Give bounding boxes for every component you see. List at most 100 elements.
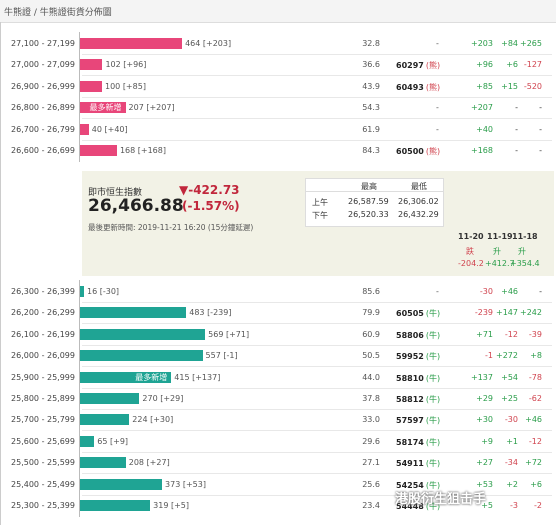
- axis-line: [79, 301, 80, 325]
- volume-bar[interactable]: [80, 500, 151, 511]
- volume-bar[interactable]: [80, 457, 126, 469]
- strike-range: 25,400 - 25,499: [11, 479, 75, 489]
- warrant-code[interactable]: 54448 (牛): [396, 501, 440, 512]
- daily-change: +137: [471, 372, 493, 382]
- bar-value: 483 [-239]: [189, 308, 232, 318]
- bar-value: 168 [+168]: [119, 146, 166, 155]
- breadcrumb: 牛熊證 / 牛熊證街貨分佈圖: [4, 8, 112, 18]
- daily-change: +84: [501, 39, 518, 48]
- day-change-3: +354.4: [510, 259, 540, 268]
- daily-change: -: [515, 146, 518, 155]
- header-low: 最低: [411, 182, 427, 191]
- code-text: -: [436, 124, 439, 134]
- daily-change: -239: [474, 308, 493, 318]
- volume-bar[interactable]: [80, 59, 103, 71]
- code-text: 58812: [396, 395, 424, 404]
- bull-bear-tag: (牛): [425, 373, 441, 383]
- bull-bear-tag: (牛): [425, 309, 441, 319]
- warrant-code[interactable]: 60297 (熊): [396, 60, 440, 71]
- daily-change: -30: [479, 287, 493, 296]
- row-am-low: 26,306.02: [398, 197, 439, 206]
- warrant-code[interactable]: 60500 (熊): [396, 146, 440, 157]
- code-text: 54448: [396, 502, 424, 511]
- bar-value: 16 [-30]: [87, 287, 120, 296]
- row-divider: [82, 430, 552, 432]
- axis-line: [79, 139, 80, 162]
- row-divider: [82, 451, 552, 453]
- day-label-3: 11-18: [512, 232, 538, 241]
- bar-value: 373 [+53]: [165, 479, 206, 489]
- daily-change: +265: [520, 39, 542, 48]
- warrant-code[interactable]: 54911 (牛): [396, 458, 440, 469]
- warrant-code: -: [436, 103, 439, 112]
- bull-bear-tag: (牛): [425, 416, 441, 426]
- daily-change: +9: [481, 436, 493, 446]
- volume-bar[interactable]: [80, 328, 206, 340]
- volume-bar[interactable]: [80, 478, 163, 490]
- warrant-code[interactable]: 58174 (牛): [396, 437, 440, 448]
- daily-change: -1: [485, 351, 493, 361]
- daily-change: +168: [471, 146, 493, 155]
- code-text: -: [436, 39, 439, 48]
- daily-change: -: [539, 146, 542, 155]
- distance-pct: 50.5: [362, 351, 380, 361]
- volume-bar[interactable]: [80, 350, 203, 362]
- code-text: -: [436, 287, 439, 296]
- table-header-row: [306, 179, 443, 192]
- strike-range: 25,500 - 25,599: [11, 458, 75, 468]
- volume-bar[interactable]: [80, 435, 95, 447]
- watermark: 港股衍生狙击手: [395, 492, 487, 507]
- volume-bar[interactable]: [80, 80, 102, 92]
- daily-change: +71: [476, 329, 493, 339]
- volume-bar[interactable]: [80, 307, 187, 319]
- daily-change: +46: [501, 287, 518, 296]
- bar-value: 208 [+27]: [128, 458, 170, 468]
- index-change-pct: (-1.57%): [182, 199, 240, 213]
- warrant-code[interactable]: 58810 (牛): [396, 373, 440, 384]
- axis-line: [79, 451, 80, 475]
- bar-value: 207 [+207]: [128, 103, 175, 113]
- distance-pct: 33.0: [362, 415, 380, 425]
- axis-line: [79, 280, 80, 303]
- volume-bar[interactable]: [80, 123, 89, 135]
- code-text: -: [436, 103, 439, 113]
- bull-bear-tag: (熊): [425, 61, 441, 71]
- volume-bar[interactable]: [80, 393, 140, 404]
- axis-line: [79, 494, 80, 517]
- daily-change: +2: [506, 479, 518, 489]
- bull-row: 25,600 - 25,699 65 [+9] 29.6 58174 (牛) +9 +1 -1…: [0, 429, 556, 453]
- volume-bar[interactable]: [80, 414, 130, 426]
- volume-bar[interactable]: 最多新增: [80, 371, 172, 383]
- code-text: 54254: [396, 480, 424, 490]
- daily-change: +85: [476, 81, 493, 91]
- distance-pct: 79.9: [362, 308, 380, 318]
- volume-bar[interactable]: 最多新增: [80, 102, 126, 114]
- warrant-code[interactable]: 58812 (牛): [396, 394, 440, 405]
- daily-change: +30: [476, 415, 493, 425]
- code-text: 59952: [396, 352, 424, 362]
- warrant-code[interactable]: 60493 (熊): [396, 82, 440, 93]
- code-text: 60500: [396, 147, 424, 156]
- daily-change: +5: [481, 501, 493, 510]
- code-text: 58174: [396, 437, 424, 447]
- volume-bar[interactable]: [80, 286, 84, 297]
- volume-bar[interactable]: [80, 145, 117, 156]
- most-added-label: 最多新增: [89, 103, 122, 113]
- high-low-table: 最高 最低 上午 26,587.59 26,306.02 下午 26,520.3…: [305, 178, 444, 227]
- row-pm-low: 26,432.29: [398, 210, 439, 219]
- warrant-code[interactable]: 59952 (牛): [396, 351, 440, 362]
- volume-bar[interactable]: [80, 38, 183, 49]
- strike-range: 25,600 - 25,699: [11, 436, 75, 446]
- daily-change: -127: [523, 60, 542, 70]
- strike-range: 26,600 - 26,699: [11, 146, 75, 155]
- strike-range: 27,100 - 27,199: [11, 39, 75, 48]
- warrant-code[interactable]: 57597 (牛): [396, 415, 440, 426]
- warrant-code[interactable]: 58806 (牛): [396, 330, 440, 341]
- code-text: 57597: [396, 416, 424, 426]
- warrant-code[interactable]: 54254 (牛): [396, 480, 440, 491]
- code-text: 60493: [396, 82, 424, 92]
- warrant-code[interactable]: 60505 (牛): [396, 308, 440, 319]
- bull-bear-tag: (牛): [425, 437, 441, 447]
- strike-range: 26,700 - 26,799: [11, 124, 75, 134]
- daily-change: -62: [528, 394, 542, 403]
